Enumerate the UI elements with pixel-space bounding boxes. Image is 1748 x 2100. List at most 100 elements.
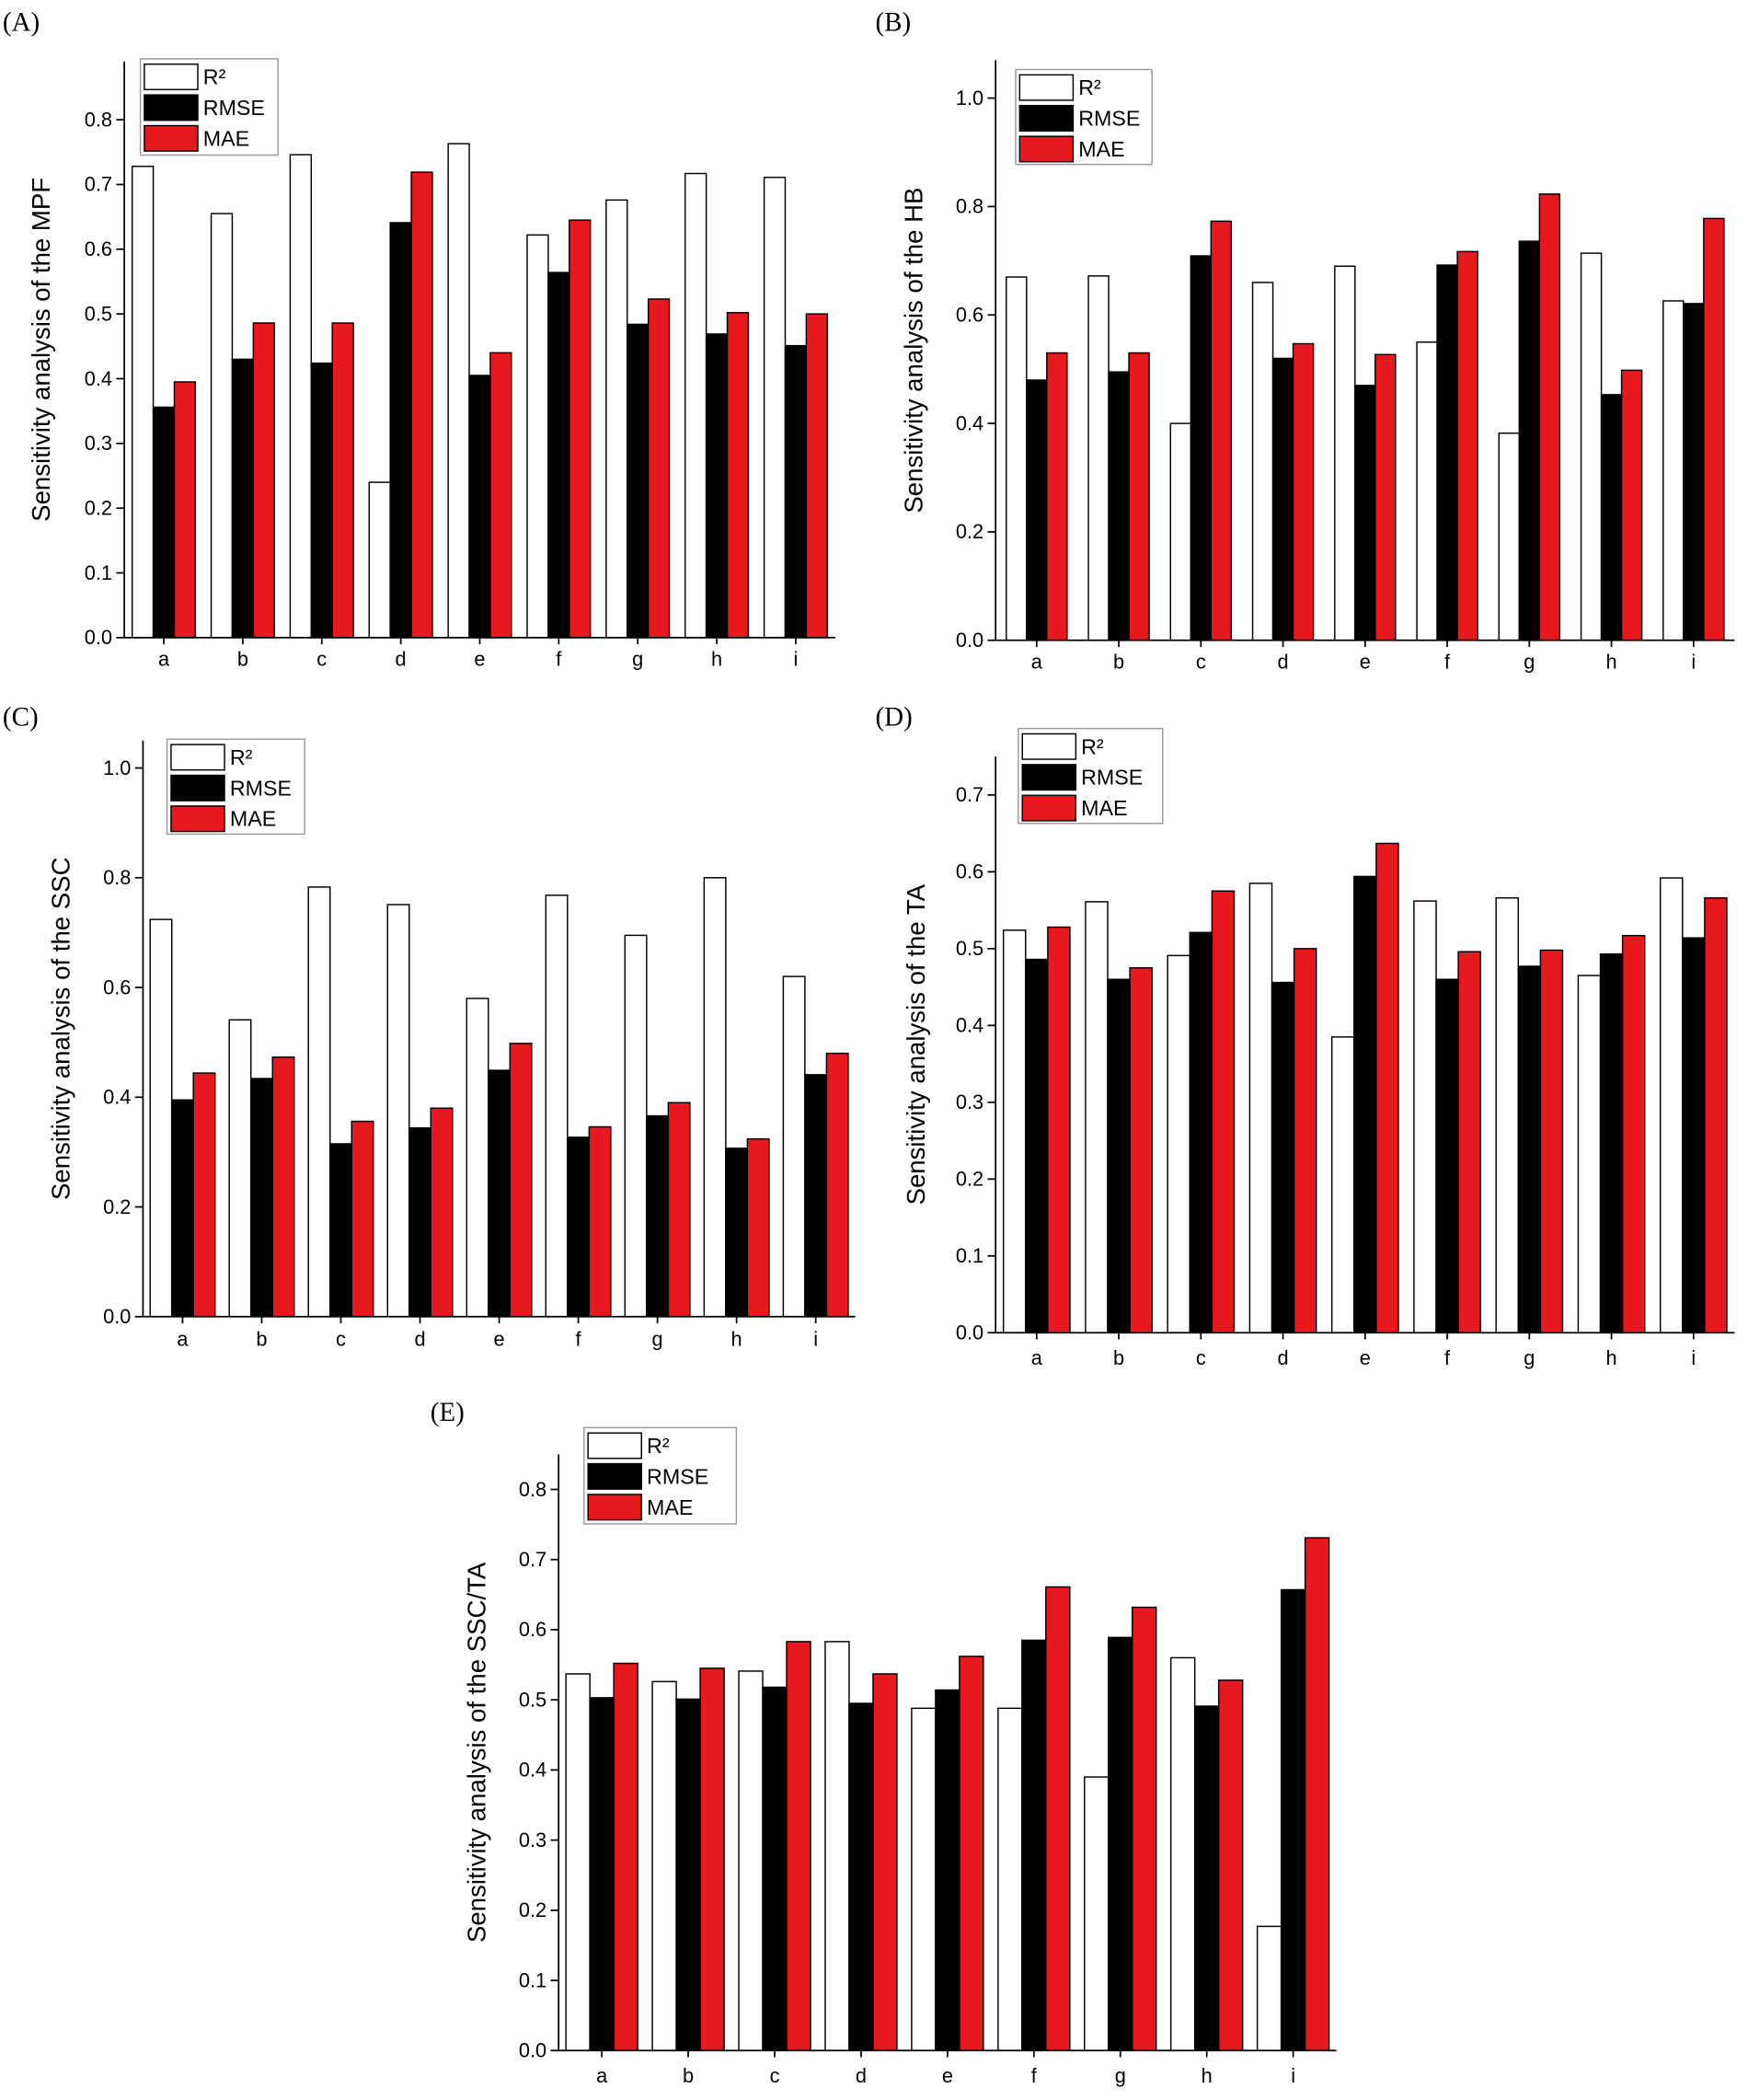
bar-rmse-g bbox=[1108, 1636, 1133, 2051]
bar-r2-e bbox=[447, 143, 470, 639]
y-tick-label: 0.4 bbox=[956, 1014, 983, 1037]
x-tick-label-h: h bbox=[711, 647, 722, 670]
bar-mae-a bbox=[1047, 926, 1071, 1333]
bar-r2-b bbox=[210, 213, 234, 639]
bar-r2-i bbox=[1256, 1925, 1282, 2051]
bar-mae-a bbox=[173, 381, 197, 639]
legend-label-r2: R² bbox=[230, 745, 253, 769]
y-axis-title: Sensitivity analysis of the SSC bbox=[47, 858, 75, 1200]
y-tick-label: 0.2 bbox=[519, 1898, 546, 1921]
bar-r2-c bbox=[738, 1670, 764, 2051]
bar-r2-e bbox=[466, 998, 489, 1318]
legend: R² RMSE MAE bbox=[583, 1426, 738, 1525]
legend-swatch-r2 bbox=[170, 744, 225, 771]
bar-r2-h bbox=[703, 877, 727, 1318]
panel-label: (D) bbox=[875, 703, 912, 733]
legend: R² RMSE MAE bbox=[1015, 68, 1153, 166]
bar-rmse-h bbox=[1599, 952, 1624, 1333]
bar-rmse-h bbox=[1600, 394, 1623, 641]
x-tick-label-g: g bbox=[632, 647, 643, 670]
y-axis-title: Sensitivity analysis of the TA bbox=[902, 883, 930, 1205]
bar-rmse-i bbox=[1280, 1588, 1306, 2051]
legend-swatch-rmse bbox=[1021, 764, 1077, 791]
legend-label-mae: MAE bbox=[1081, 796, 1127, 820]
y-tick-label: 0.7 bbox=[85, 173, 112, 196]
bar-rmse-d bbox=[408, 1126, 432, 1318]
bar-mae-e bbox=[489, 352, 512, 639]
y-tick-label: 0.7 bbox=[519, 1548, 546, 1571]
bar-r2-f bbox=[1413, 900, 1437, 1333]
legend-swatch-mae bbox=[144, 124, 199, 152]
x-tick-label-b: b bbox=[237, 647, 248, 670]
bar-mae-i bbox=[825, 1052, 849, 1318]
bar-mae-d bbox=[1292, 342, 1315, 641]
x-tick-label-a: a bbox=[596, 2064, 608, 2087]
bar-rmse-c bbox=[1190, 255, 1213, 641]
bar-rmse-g bbox=[646, 1114, 670, 1318]
bar-mae-a bbox=[613, 1662, 638, 2051]
y-tick-label: 0.5 bbox=[519, 1688, 546, 1711]
bar-r2-b bbox=[228, 1019, 252, 1318]
bar-r2-a bbox=[1006, 276, 1028, 641]
y-tick-label: 0.3 bbox=[85, 432, 112, 455]
bar-r2-g bbox=[624, 934, 648, 1318]
bar-mae-f bbox=[1456, 250, 1478, 641]
bar-r2-e bbox=[911, 1707, 937, 2051]
legend-swatch-mae bbox=[1021, 794, 1077, 822]
x-tick-label-h: h bbox=[1606, 650, 1617, 673]
bar-r2-f bbox=[545, 894, 569, 1318]
bar-rmse-g bbox=[627, 323, 650, 639]
legend-label-mae: MAE bbox=[230, 807, 276, 831]
bar-rmse-e bbox=[468, 375, 491, 639]
x-tick-label-h: h bbox=[1202, 2064, 1213, 2087]
bar-r2-f bbox=[1416, 341, 1438, 641]
bar-mae-d bbox=[430, 1107, 454, 1318]
bar-mae-g bbox=[1538, 193, 1561, 641]
x-tick-label-g: g bbox=[1524, 650, 1535, 673]
x-tick-label-d: d bbox=[1278, 650, 1289, 673]
bar-rmse-f bbox=[1021, 1639, 1047, 2051]
bar-mae-a bbox=[192, 1072, 216, 1318]
x-tick-label-i: i bbox=[813, 1328, 818, 1351]
bar-mae-f bbox=[1457, 951, 1481, 1333]
y-tick-label: 0.0 bbox=[956, 1321, 983, 1344]
y-axis-title: Sensitivity analysis of the HB bbox=[899, 188, 927, 513]
bar-rmse-i bbox=[784, 344, 808, 639]
panel-label: (E) bbox=[431, 1398, 465, 1427]
x-tick-label-f: f bbox=[1031, 2064, 1038, 2087]
bar-r2-d bbox=[386, 904, 410, 1318]
bar-rmse-g bbox=[1517, 965, 1542, 1333]
bar-mae-i bbox=[805, 313, 829, 639]
legend-swatch-mae bbox=[587, 1494, 642, 1521]
bar-r2-i bbox=[782, 975, 806, 1318]
legend: R² RMSE MAE bbox=[166, 738, 305, 836]
bar-rmse-a bbox=[589, 1697, 615, 2051]
y-tick-label: 1.0 bbox=[103, 756, 131, 779]
bar-mae-b bbox=[1128, 352, 1150, 641]
bar-rmse-f bbox=[547, 271, 570, 639]
bar-rmse-c bbox=[310, 362, 333, 639]
y-tick-label: 0.4 bbox=[103, 1086, 131, 1109]
bar-r2-a bbox=[565, 1673, 591, 2051]
bar-rmse-e bbox=[935, 1689, 960, 2051]
y-tick-label: 0.6 bbox=[956, 860, 983, 883]
bar-mae-e bbox=[1374, 353, 1397, 641]
bar-mae-c bbox=[351, 1120, 374, 1318]
y-tick-label: 0.8 bbox=[956, 195, 983, 218]
y-tick-label: 0.2 bbox=[103, 1195, 131, 1218]
legend-swatch-rmse bbox=[144, 94, 199, 121]
x-tick-label-f: f bbox=[576, 1328, 582, 1351]
bar-rmse-d bbox=[848, 1702, 874, 2051]
bar-r2-h bbox=[684, 172, 707, 639]
legend-label-r2: R² bbox=[1081, 734, 1104, 758]
x-tick-label-d: d bbox=[414, 1328, 425, 1351]
bar-r2-d bbox=[1248, 883, 1273, 1333]
bar-mae-g bbox=[667, 1102, 691, 1318]
x-tick-label-e: e bbox=[474, 647, 485, 670]
y-tick-label: 0.3 bbox=[519, 1829, 546, 1852]
bar-r2-g bbox=[1495, 897, 1519, 1333]
bar-rmse-g bbox=[1518, 240, 1541, 641]
y-tick-label: 0.8 bbox=[85, 108, 112, 131]
bar-rmse-c bbox=[329, 1143, 352, 1318]
